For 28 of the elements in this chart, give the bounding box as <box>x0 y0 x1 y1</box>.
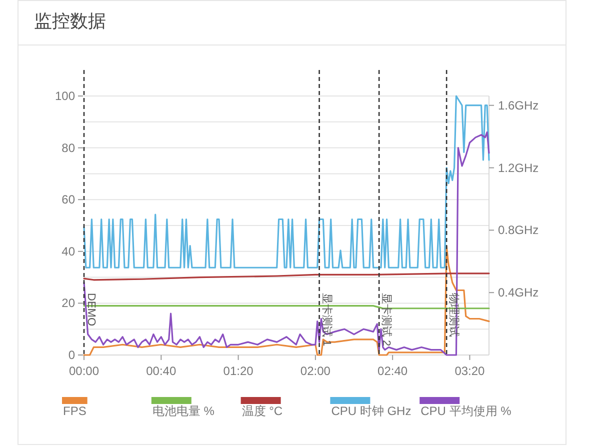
legend-label: 温度 °C <box>242 404 283 418</box>
y-tick-label: 40 <box>62 244 76 258</box>
x-tick-label: 02:40 <box>378 364 408 378</box>
line-series <box>83 95 490 268</box>
ref-line-label: 显卡测试 2 <box>380 293 394 346</box>
y-tick-label: 20 <box>62 296 76 310</box>
x-tick-label: 02:00 <box>300 364 331 378</box>
legend-label: 电池电量 % <box>152 404 215 418</box>
x-tick-label: 00:40 <box>146 364 176 378</box>
ref-line-label: DEMO <box>85 293 97 326</box>
y2-tick-label: 0.4GHz <box>498 286 539 300</box>
y-tick-label: 80 <box>62 140 76 155</box>
legend-label: FPS <box>63 404 86 418</box>
y-tick-label: 0 <box>68 348 76 362</box>
x-tick-label: 00:00 <box>68 364 100 378</box>
x-tick-label: 01:20 <box>223 364 254 378</box>
y2-tick-label: 1.2GHz <box>498 160 539 175</box>
y2-tick-label: 1.6GHz <box>498 98 539 112</box>
legend-label: CPU 平均使用 % <box>420 404 512 418</box>
legend-label: CPU 时钟 GHz <box>331 404 412 418</box>
y-tick-label: 100 <box>54 89 76 103</box>
line-series <box>83 272 490 281</box>
x-tick-label: 03:20 <box>454 364 486 378</box>
chart-title: 监控数据 <box>34 11 106 32</box>
ref-line-label: 物理测试 <box>448 293 461 337</box>
y-tick-label: 60 <box>62 192 76 207</box>
y2-tick-label: 0.8GHz <box>498 223 539 238</box>
ref-line-label: 显卡测试 1 <box>320 293 334 346</box>
